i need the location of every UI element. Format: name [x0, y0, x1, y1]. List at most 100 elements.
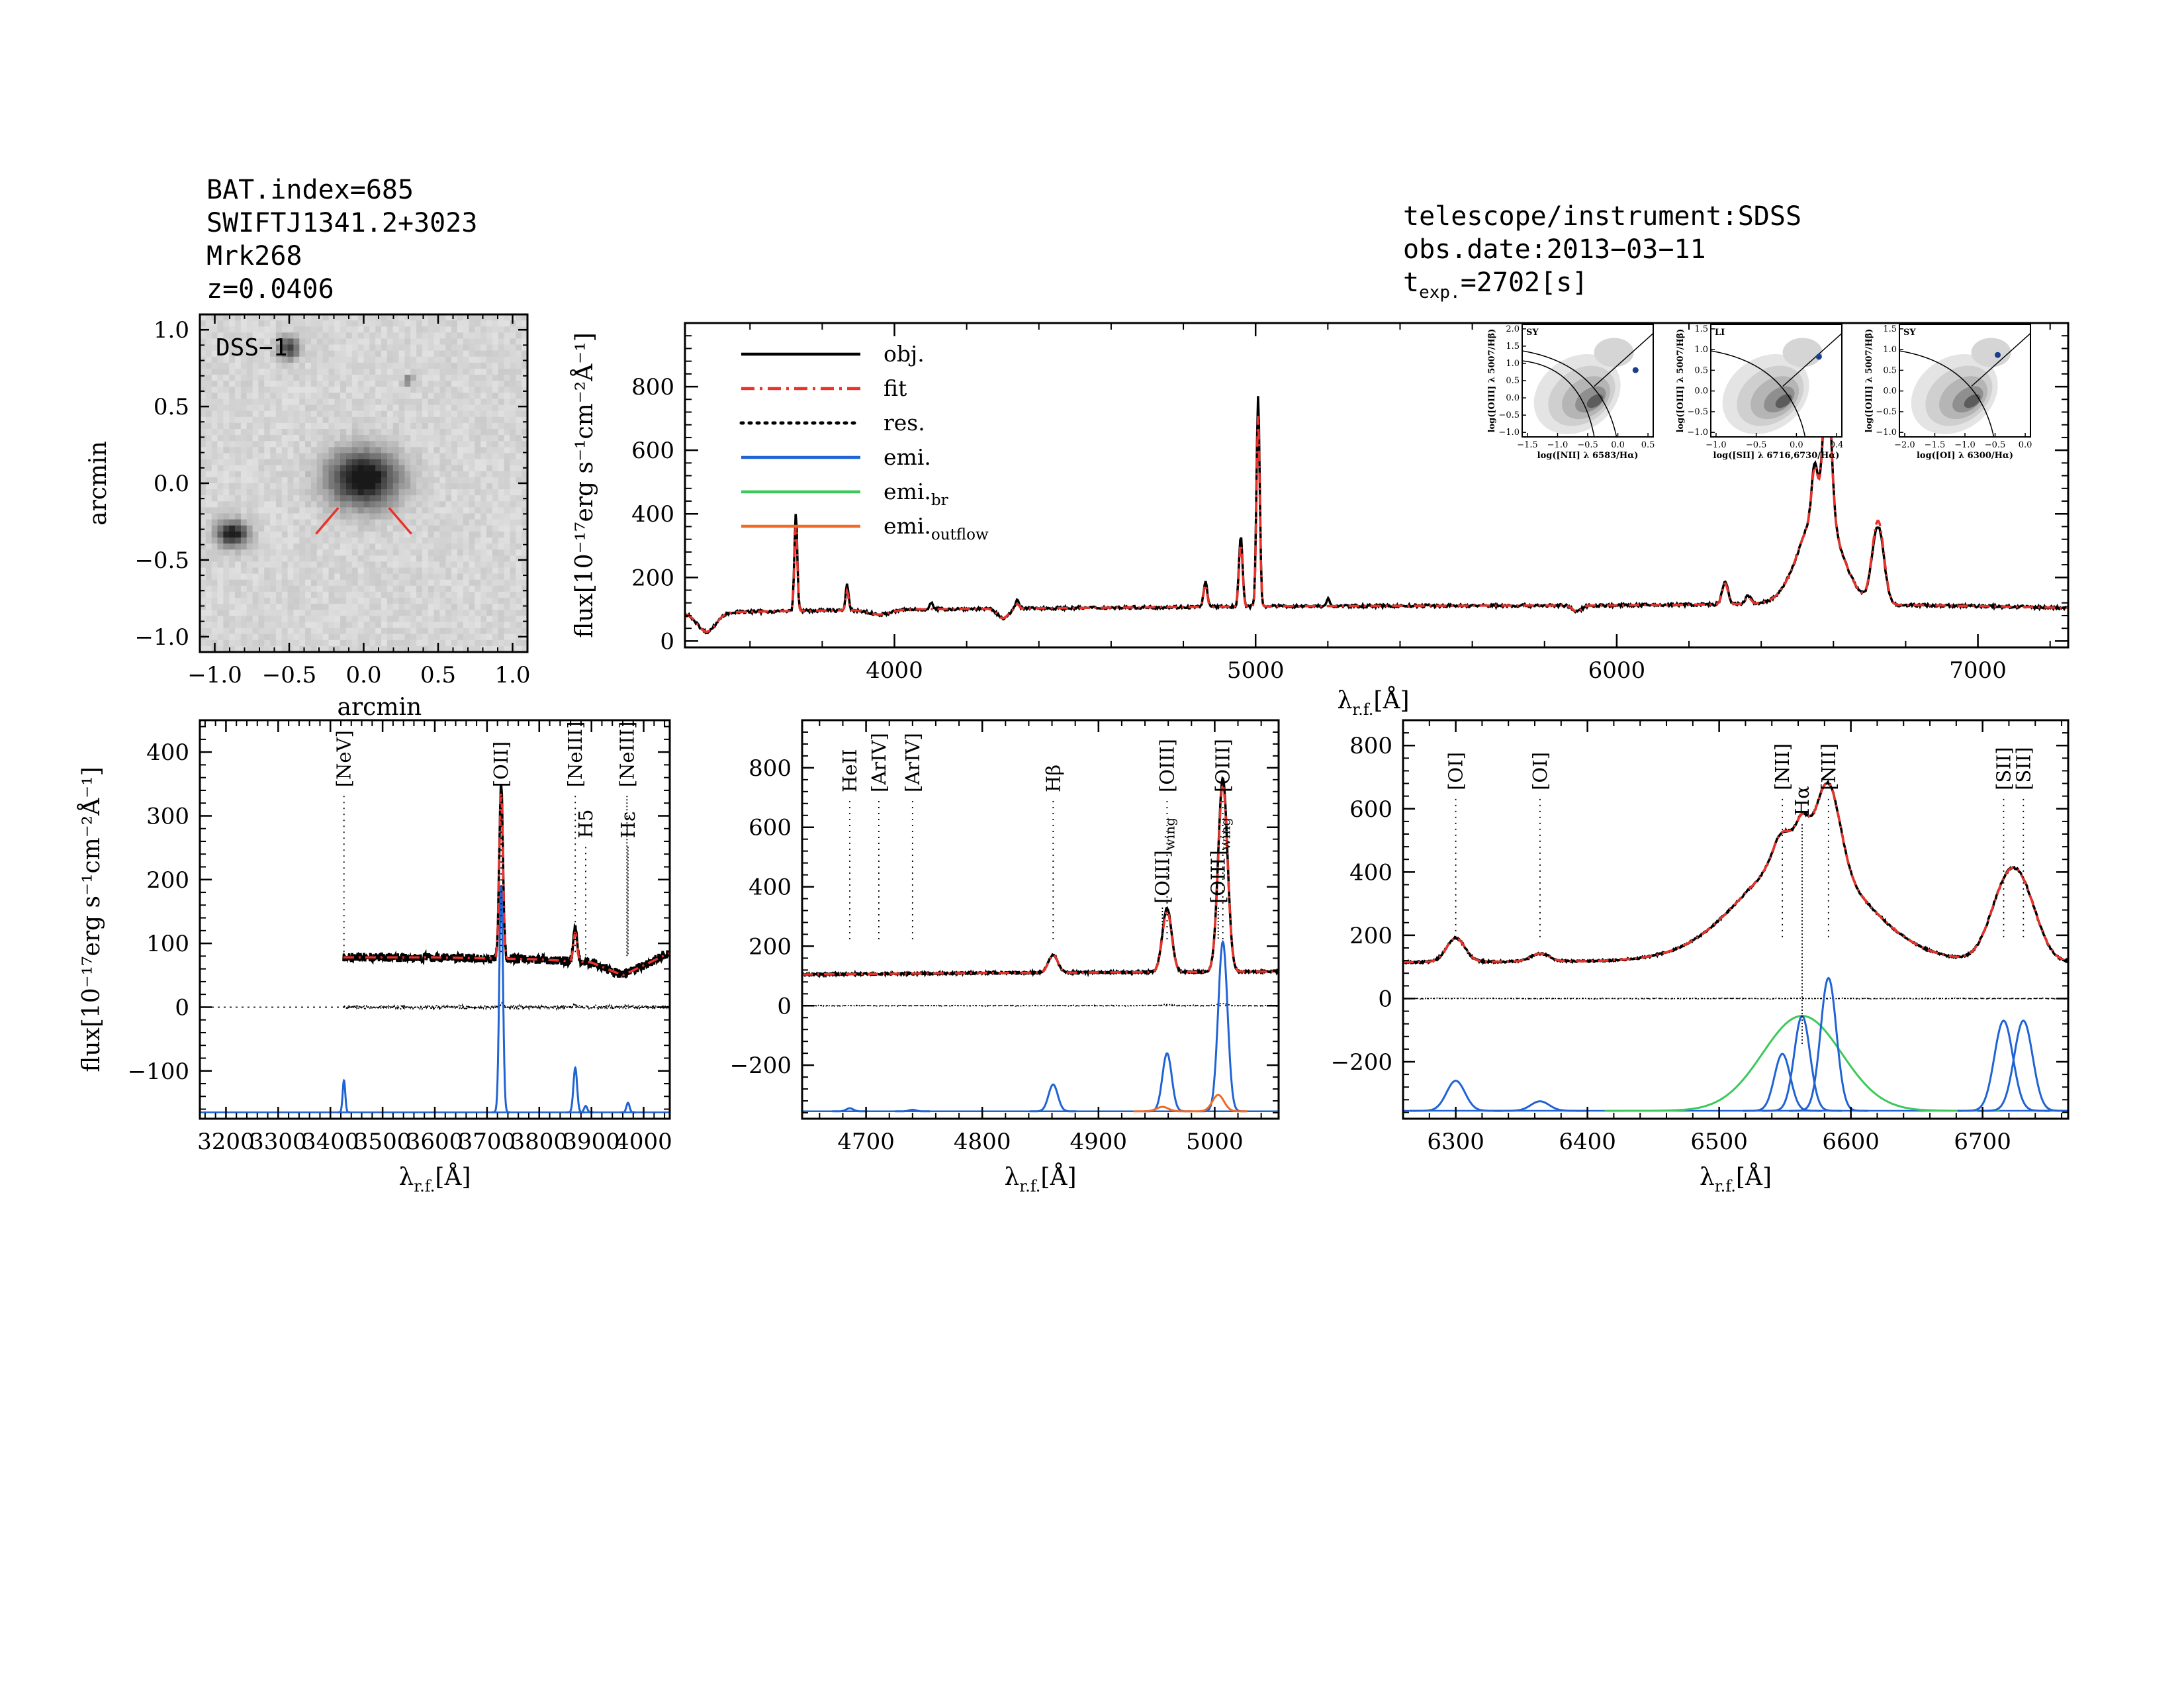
image-pixel — [293, 531, 300, 538]
image-pixel — [475, 356, 481, 363]
image-pixel — [422, 332, 429, 339]
image-pixel — [445, 441, 452, 447]
image-pixel — [398, 375, 405, 381]
image-pixel — [252, 573, 259, 581]
image-pixel — [381, 399, 388, 406]
image-pixel — [200, 422, 206, 430]
image-pixel — [281, 555, 289, 562]
image-pixel — [322, 538, 329, 544]
image-pixel — [240, 573, 248, 581]
image-pixel — [375, 622, 382, 629]
image-pixel — [369, 465, 376, 472]
image-pixel — [498, 459, 505, 466]
image-pixel — [363, 495, 370, 502]
image-pixel — [357, 645, 365, 653]
image-pixel — [264, 507, 271, 514]
image-pixel — [504, 591, 510, 598]
image-pixel — [486, 387, 493, 393]
image-pixel — [422, 459, 429, 466]
image-pixel — [439, 459, 446, 466]
image-pixel — [398, 489, 405, 496]
image-pixel — [299, 628, 306, 635]
image-pixel — [281, 531, 289, 538]
image-pixel — [404, 441, 411, 447]
image-pixel — [223, 645, 230, 653]
image-pixel — [346, 604, 353, 610]
image-pixel — [457, 639, 464, 647]
image-pixel — [235, 507, 242, 514]
image-pixel — [375, 416, 382, 424]
image-pixel — [293, 344, 300, 352]
image-pixel — [469, 471, 475, 478]
image-pixel — [200, 477, 206, 484]
image-pixel — [522, 453, 528, 460]
image-pixel — [510, 495, 516, 502]
emission-component-emi — [895, 1109, 931, 1113]
image-pixel — [457, 591, 464, 598]
image-pixel — [504, 362, 510, 369]
y-tick-label: 0 — [777, 993, 792, 1019]
image-pixel — [200, 350, 206, 357]
image-pixel — [469, 477, 475, 484]
image-pixel — [217, 610, 224, 616]
image-pixel — [223, 422, 230, 430]
image-pixel — [392, 531, 400, 538]
legend-label-sub: outflow — [931, 526, 989, 543]
image-pixel — [240, 579, 248, 586]
image-pixel — [270, 561, 277, 569]
image-pixel — [504, 369, 510, 375]
image-pixel — [480, 519, 487, 526]
image-pixel — [498, 531, 505, 538]
image-pixel — [428, 459, 435, 466]
fit-curve — [685, 381, 2068, 633]
image-pixel — [486, 507, 493, 514]
image-pixel — [469, 616, 475, 623]
image-pixel — [328, 483, 335, 490]
image-pixel — [422, 604, 429, 610]
image-pixel — [270, 429, 277, 436]
image-pixel — [305, 344, 312, 352]
image-pixel — [299, 381, 306, 387]
image-pixel — [240, 507, 248, 514]
image-pixel — [433, 616, 440, 623]
image-pixel — [492, 483, 499, 490]
image-pixel — [223, 369, 230, 375]
image-pixel — [252, 628, 259, 635]
image-pixel — [270, 555, 277, 562]
image-pixel — [246, 314, 253, 321]
image-pixel — [252, 429, 259, 436]
image-pixel — [381, 453, 388, 460]
image-pixel — [316, 320, 324, 327]
image-pixel — [229, 483, 236, 490]
image-pixel — [410, 344, 417, 352]
image-pixel — [275, 579, 283, 586]
image-pixel — [451, 429, 458, 436]
image-pixel — [451, 356, 458, 363]
image-pixel — [281, 338, 289, 346]
image-pixel — [410, 477, 417, 484]
image-pixel — [334, 387, 341, 393]
image-pixel — [445, 435, 452, 442]
image-pixel — [305, 567, 312, 575]
image-pixel — [392, 622, 400, 629]
image-pixel — [510, 598, 516, 604]
image-pixel — [235, 519, 242, 526]
image-pixel — [498, 543, 505, 550]
image-pixel — [246, 422, 253, 430]
image-pixel — [334, 513, 341, 520]
image-pixel — [422, 471, 429, 478]
image-pixel — [404, 549, 411, 556]
plot-area — [685, 375, 2068, 635]
image-pixel — [392, 369, 400, 375]
image-pixel — [381, 404, 388, 412]
image-pixel — [351, 387, 359, 393]
image-pixel — [469, 369, 475, 375]
image-pixel — [287, 393, 294, 400]
image-pixel — [316, 645, 324, 653]
image-pixel — [486, 314, 493, 321]
image-pixel — [375, 573, 382, 581]
image-pixel — [322, 628, 329, 635]
image-pixel — [229, 604, 236, 610]
y-tick-label: 400 — [146, 739, 189, 766]
image-pixel — [240, 604, 248, 610]
